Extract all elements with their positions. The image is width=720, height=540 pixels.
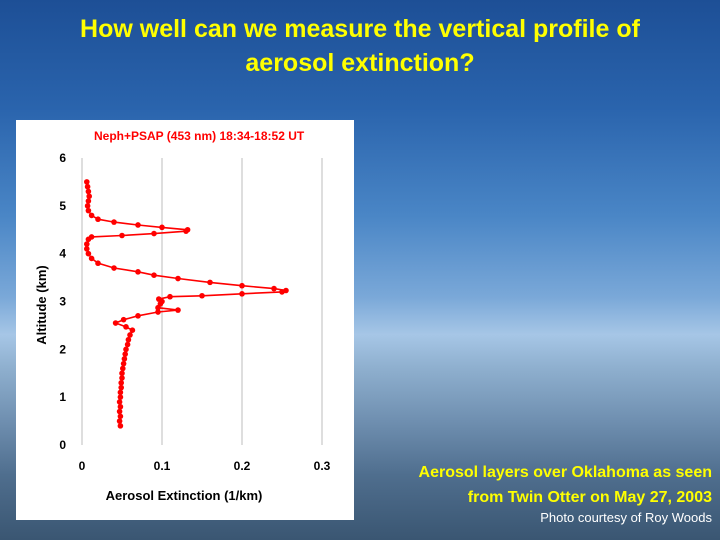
data-point [175, 275, 181, 282]
data-point [88, 234, 95, 240]
y-tick-label: 2 [59, 342, 66, 356]
series-layer [84, 179, 289, 429]
slide-title-line2: aerosol extinction? [245, 49, 475, 77]
data-point [120, 365, 126, 372]
caption-line1: Aerosol layers over Oklahoma as seen [418, 464, 712, 481]
y-tick-label: 0 [59, 438, 66, 452]
data-point [84, 183, 91, 190]
data-point [135, 222, 141, 228]
photo-caption: Aerosol layers over Oklahoma as seen fro… [419, 460, 712, 510]
data-point [239, 282, 245, 289]
data-point [85, 250, 92, 257]
data-point [239, 291, 245, 297]
data-point [88, 255, 95, 262]
data-point [111, 219, 117, 225]
data-point [156, 296, 162, 302]
data-point [127, 332, 133, 338]
y-tick-label: 1 [59, 390, 66, 404]
chart-panel: Neph+PSAP (453 nm) 18:34-18:52 UT 0 1 2 3 4 5… [16, 120, 354, 520]
series-line [86, 181, 287, 427]
data-point [167, 293, 173, 300]
slide-title-line1: How well can we measure the vertical pro… [80, 15, 640, 43]
data-point [175, 307, 181, 313]
data-point [123, 346, 129, 353]
data-point [84, 246, 90, 252]
data-point [119, 370, 125, 377]
data-point [117, 413, 124, 420]
y-tick-label: 6 [59, 151, 66, 165]
caption-line2: from Twin Otter on May 27, 2003 [467, 489, 712, 506]
y-tick-label: 3 [59, 295, 66, 309]
data-point [118, 380, 124, 386]
data-point [271, 285, 277, 292]
data-point [155, 309, 161, 315]
slide-title: How well can we measure the vertical pro… [0, 12, 720, 80]
data-point [88, 212, 95, 219]
x-tick-label: 0.2 [234, 459, 251, 473]
data-point [117, 389, 124, 396]
data-point [119, 232, 125, 239]
data-point [117, 394, 124, 400]
data-point [199, 292, 205, 299]
chart-title: Neph+PSAP (453 nm) 18:34-18:52 UT [94, 129, 305, 143]
data-point [86, 193, 92, 200]
data-point [84, 203, 91, 209]
data-point [151, 230, 157, 237]
data-point [121, 356, 128, 362]
data-point [283, 287, 289, 294]
data-point [112, 320, 119, 326]
x-tick-label: 0.1 [154, 459, 171, 473]
data-point [117, 423, 124, 429]
data-point [85, 207, 92, 214]
grid-layer [81, 158, 323, 445]
x-tick-label: 0 [79, 459, 86, 473]
x-tick-labels: 0 0.1 0.2 0.3 [79, 459, 331, 473]
data-point [123, 324, 129, 330]
data-point [111, 265, 117, 271]
data-point [116, 408, 123, 415]
y-tick-labels: 0 1 2 3 4 5 6 [59, 151, 66, 452]
photo-credit: Photo courtesy of Roy Woods [540, 510, 712, 525]
data-point [124, 341, 131, 348]
x-axis-label: Aerosol Extinction (1/km) [106, 488, 263, 503]
data-point [117, 403, 124, 410]
data-point [85, 188, 92, 195]
data-point [120, 360, 127, 367]
data-point [85, 198, 92, 204]
y-axis-label: Altitude (km) [34, 265, 49, 344]
data-point [84, 241, 90, 247]
data-point [120, 316, 127, 323]
data-point [151, 272, 157, 278]
data-point [84, 179, 90, 185]
y-tick-label: 4 [59, 247, 66, 261]
data-point [95, 260, 101, 267]
data-point [95, 216, 101, 223]
data-point [118, 384, 124, 391]
data-point [135, 269, 141, 275]
data-point [119, 375, 125, 381]
data-point [159, 224, 165, 231]
data-point [116, 399, 123, 405]
data-point [129, 327, 136, 333]
data-point [207, 279, 213, 286]
data-point [184, 226, 191, 233]
data-point [125, 336, 132, 343]
data-point [122, 351, 128, 357]
data-point [135, 313, 141, 319]
data-point [116, 418, 123, 424]
x-tick-label: 0.3 [314, 459, 331, 473]
extinction-profile-chart: Neph+PSAP (453 nm) 18:34-18:52 UT 0 1 2 3 4 5… [34, 129, 331, 503]
y-tick-label: 5 [59, 199, 66, 213]
